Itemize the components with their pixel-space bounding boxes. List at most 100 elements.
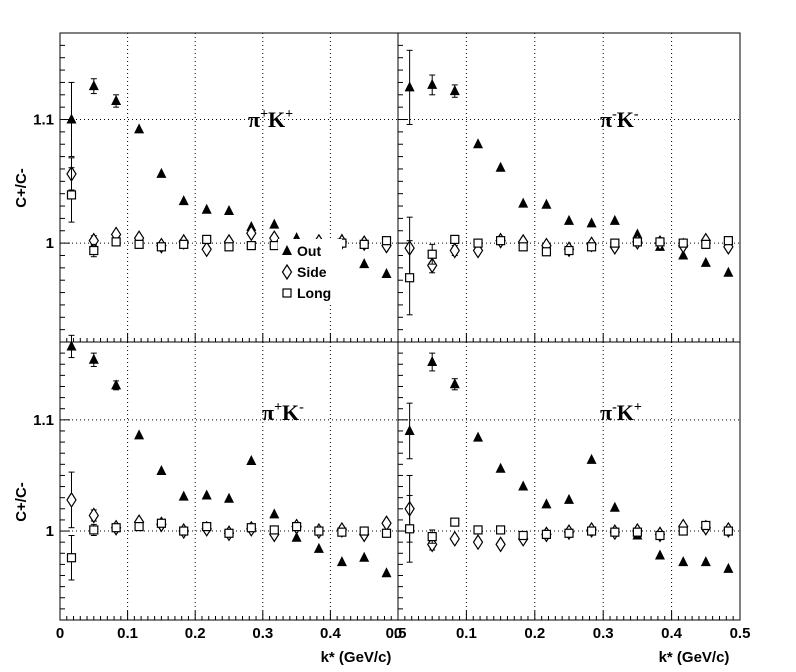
data-point-long [405, 524, 415, 534]
data-point-out [609, 501, 620, 512]
panel-label-base2: K [268, 107, 285, 132]
panel-frame [397, 341, 741, 621]
data-point-out [564, 214, 574, 225]
series-out [404, 49, 734, 277]
panel-label-base2: K [617, 400, 634, 425]
panel-label-base2: K [617, 107, 634, 132]
data-point-side [472, 534, 484, 551]
x-tick-label: 0.3 [593, 625, 614, 642]
data-point-out [723, 266, 734, 277]
y-tick-label: 1 [46, 523, 54, 540]
data-point-long [610, 527, 620, 537]
x-tick-label: 0.5 [386, 625, 407, 642]
data-point-long [224, 242, 234, 252]
data-point-long [723, 526, 733, 536]
data-point-out [134, 123, 145, 134]
data-point-long [179, 239, 189, 249]
data-point-out [269, 218, 280, 229]
x-tick-label: 0.4 [661, 625, 683, 642]
data-point-long [134, 239, 144, 249]
data-point-long [314, 526, 324, 536]
data-point-out [427, 78, 438, 89]
series-long [66, 518, 392, 581]
data-point-out [291, 531, 302, 542]
legend-label-side: Side [297, 264, 327, 280]
data-point-long [179, 526, 189, 536]
data-point-long [405, 273, 415, 283]
panel-4: 0 0.1 0.2 0.3 0.4 0.5 π-K+ [394, 341, 751, 642]
x-tick-label: 0 [394, 625, 402, 642]
panel-label-sup2: - [299, 400, 304, 415]
panel-1: 11.1 π+K+ [33, 32, 399, 343]
data-point-out [700, 556, 711, 567]
data-point-out [201, 203, 212, 214]
panel-label-base1: π [600, 107, 612, 132]
data-point-out [678, 556, 689, 567]
data-point-out [495, 462, 506, 473]
data-point-out [654, 549, 665, 560]
data-point-out [586, 217, 597, 228]
legend-label-out: Out [297, 243, 321, 259]
panel-label-sup2: - [634, 107, 639, 122]
data-point-long [564, 245, 574, 256]
data-point-out [564, 493, 574, 504]
panel-label-base1: π [600, 400, 612, 425]
data-point-long [246, 523, 256, 533]
data-point-long [359, 239, 369, 249]
legend-marker-long [282, 288, 292, 298]
data-point-out [427, 356, 438, 367]
panel-label-sup1: + [274, 400, 282, 415]
data-point-out [224, 204, 234, 215]
panel-label-sup2: + [285, 107, 293, 122]
data-point-long [632, 527, 643, 537]
data-point-long [655, 237, 665, 247]
data-point-long [564, 528, 574, 538]
panel-frame [397, 32, 741, 343]
data-point-long [678, 526, 688, 536]
data-point-out [586, 453, 597, 464]
data-point-out [473, 138, 484, 149]
data-point-out [111, 379, 122, 390]
data-point-side [88, 507, 100, 524]
data-point-long [269, 525, 279, 535]
x-tick-label: 0.2 [524, 625, 545, 642]
x-tick-label: 0.5 [730, 625, 751, 642]
data-point-long [359, 526, 369, 536]
data-point-long [496, 525, 506, 535]
data-point-long [586, 242, 597, 252]
data-point-long [202, 521, 212, 532]
data-point-out [336, 556, 347, 567]
data-point-out [449, 85, 460, 96]
data-point-out [246, 454, 257, 465]
data-point-long [292, 521, 302, 532]
panel-frame [59, 341, 399, 621]
panel-label-sup2: + [634, 400, 642, 415]
panel-label-sup1: - [612, 400, 617, 415]
data-point-out [156, 464, 167, 475]
series-long [405, 494, 733, 563]
data-point-side [381, 515, 392, 532]
x-tick-label: 0.1 [456, 625, 477, 642]
legend-marker-side [281, 263, 293, 281]
x-axis-title-right: k* (GeV/c) [659, 649, 730, 666]
data-point-out [404, 81, 415, 92]
data-point-long [224, 528, 234, 538]
series-side [404, 474, 734, 553]
data-point-out [178, 490, 189, 501]
series-out [66, 334, 392, 578]
data-point-long [450, 517, 460, 527]
data-point-long [111, 237, 121, 247]
data-point-side [66, 491, 77, 509]
legend-marker-out [282, 245, 292, 255]
panel-label-base1: π [262, 400, 274, 425]
data-point-long [655, 530, 665, 541]
data-point-out [518, 480, 529, 491]
data-point-out [381, 567, 392, 578]
data-point-long [269, 240, 279, 251]
data-point-out [518, 197, 529, 208]
panel-label: π-K+ [600, 400, 642, 425]
data-point-long [381, 236, 392, 246]
data-point-long [473, 525, 483, 535]
data-point-long [723, 236, 733, 246]
data-point-out [269, 508, 280, 519]
